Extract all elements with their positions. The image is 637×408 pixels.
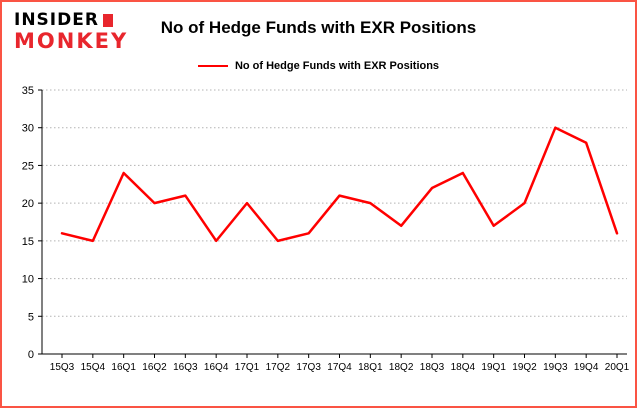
- x-tick-label: 17Q4: [327, 362, 352, 373]
- insider-monkey-logo: INSIDER MONKEY: [14, 10, 144, 53]
- x-tick-label: 15Q4: [81, 362, 106, 373]
- y-tick-label: 5: [28, 311, 34, 323]
- x-axis-labels: 15Q3 15Q4 16Q1 16Q2 16Q3 16Q4 17Q1 17Q2 17Q3 17Q4…: [50, 362, 630, 373]
- x-tick-label: 19Q1: [481, 362, 506, 373]
- chart-title: No of Hedge Funds with EXR Positions: [160, 18, 477, 37]
- y-tick-label: 0: [28, 349, 34, 361]
- y-tick-label: 15: [22, 236, 34, 248]
- y-tick-label: 10: [22, 274, 34, 286]
- logo-text-insider: INSIDER: [14, 10, 99, 30]
- x-tick-label: 17Q2: [266, 362, 291, 373]
- logo-text-monkey: MONKEY: [14, 28, 129, 53]
- x-tick-label: 18Q1: [358, 362, 383, 373]
- x-tick-label: 18Q4: [451, 362, 476, 373]
- legend-label: No of Hedge Funds with EXR Positions: [234, 60, 440, 72]
- y-tick-label: 25: [22, 160, 34, 172]
- x-tick-label: 20Q1: [605, 362, 630, 373]
- x-tick-label: 19Q2: [512, 362, 537, 373]
- data-line: [60, 126, 619, 243]
- line-chart: 0 5 10 15 20 25 30 35 15Q3 15Q4 16Q1 16Q2 16Q3 16Q4 17…: [22, 85, 630, 373]
- x-tick-label: 16Q3: [173, 362, 198, 373]
- x-tick-label: 19Q4: [574, 362, 599, 373]
- legend-line-swatch: [197, 65, 228, 67]
- logo-line1: INSIDER: [14, 10, 144, 30]
- axes: [38, 89, 627, 358]
- x-tick-label: 15Q3: [50, 362, 75, 373]
- y-tick-label: 20: [22, 198, 34, 210]
- x-tick-label: 16Q1: [111, 362, 136, 373]
- x-tick-label: 19Q3: [543, 362, 568, 373]
- y-tick-label: 35: [22, 85, 34, 97]
- x-tick-label: 18Q3: [420, 362, 445, 373]
- x-tick-label: 17Q3: [296, 362, 321, 373]
- y-tick-label: 30: [22, 123, 34, 135]
- x-tick-label: 16Q4: [204, 362, 229, 373]
- x-tick-label: 16Q2: [142, 362, 167, 373]
- x-tick-label: 17Q1: [235, 362, 260, 373]
- x-tick-label: 18Q2: [389, 362, 414, 373]
- y-axis-labels: 0 5 10 15 20 25 30 35: [22, 85, 34, 361]
- logo-red-box-icon: [102, 14, 113, 28]
- chart-legend: No of Hedge Funds with EXR Positions: [2, 60, 635, 72]
